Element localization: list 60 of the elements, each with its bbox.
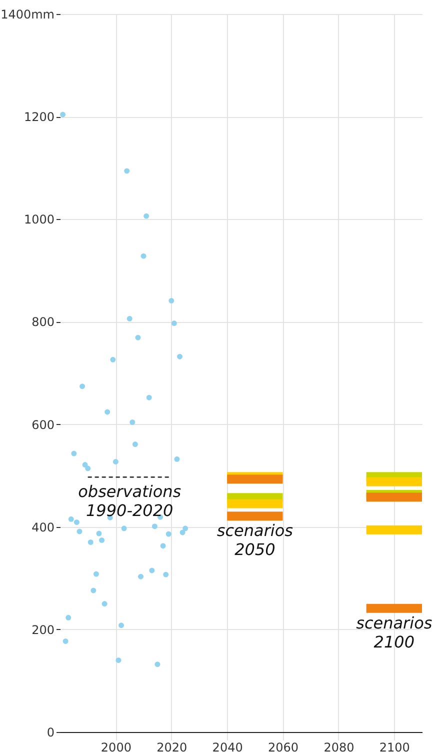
point (174, 456, 180, 462)
point (96, 530, 102, 536)
point (68, 516, 74, 522)
y-tick-label: 800 (32, 315, 54, 330)
point (168, 298, 174, 304)
point (118, 622, 124, 628)
point (60, 112, 66, 118)
point (66, 614, 72, 620)
annotation: observations 1990-2020 (78, 482, 182, 520)
point (152, 524, 158, 530)
point (93, 571, 99, 577)
y-tick-label: 600 (32, 418, 54, 432)
point (88, 540, 94, 545)
point (124, 168, 130, 174)
point (90, 588, 96, 594)
point (102, 601, 108, 607)
point (180, 530, 186, 536)
point (76, 528, 82, 534)
point (121, 526, 127, 532)
point (110, 356, 116, 362)
point (82, 462, 88, 468)
point (71, 450, 77, 456)
x-tick-label: 2100 (379, 740, 410, 752)
y-tick-label: 400 (32, 520, 54, 534)
point (154, 662, 160, 668)
point (166, 531, 172, 537)
point (146, 394, 152, 400)
y-tick-label: 200 (32, 622, 54, 637)
point (104, 409, 110, 415)
point (112, 458, 118, 464)
y-tick-label: 1200 (24, 110, 54, 124)
point (135, 334, 141, 340)
point (160, 543, 166, 549)
point (149, 568, 155, 574)
annotation: scenarios 2100 (356, 613, 432, 652)
point (144, 213, 150, 219)
point (80, 384, 86, 390)
y-tick-label: 1400mm (0, 8, 54, 22)
y-tick-label: 0 (46, 726, 54, 740)
point (62, 638, 68, 644)
x-tick-label: 2040 (212, 740, 243, 752)
x-tick-label: 2060 (268, 740, 299, 752)
y-tick-label: 1000 (24, 212, 54, 227)
point (74, 520, 80, 525)
x-tick-label: 2080 (324, 740, 354, 752)
x-tick-label: 2000 (100, 740, 132, 752)
point (99, 537, 105, 543)
point (182, 526, 188, 532)
point (163, 572, 169, 578)
point (138, 574, 144, 580)
point (132, 442, 138, 448)
point (171, 320, 177, 326)
point (130, 420, 136, 425)
x-tick-label: 2020 (156, 740, 188, 752)
point (85, 466, 91, 472)
point (116, 657, 122, 663)
annotation: scenarios 2050 (216, 521, 293, 560)
point (126, 316, 132, 322)
point (177, 354, 182, 360)
point (140, 253, 146, 259)
